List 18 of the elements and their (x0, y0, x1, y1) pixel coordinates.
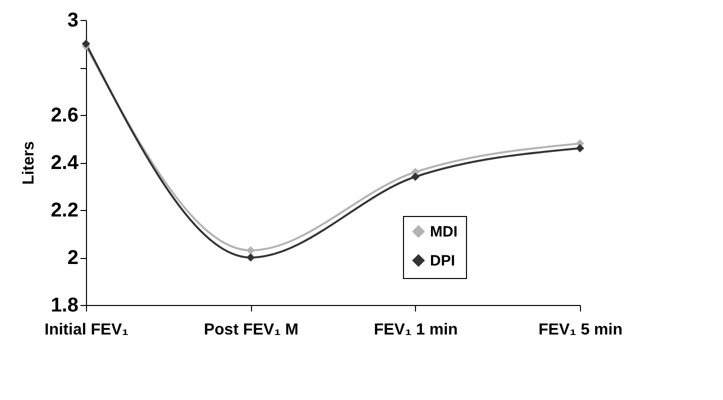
y-tick-label: 2.4 (50, 152, 80, 174)
point (82, 40, 90, 48)
y-tick-label: 1.8 (50, 294, 78, 316)
x-tick-label: Post FEV₁ M (204, 322, 298, 338)
y-tick-label: 3 (67, 10, 78, 32)
point (246, 246, 255, 255)
point (411, 172, 420, 181)
legend-label: DPI (430, 252, 456, 270)
x-tick-label: Initial FEV₁ (44, 322, 129, 338)
y-tick-label: 2 (67, 247, 78, 269)
legend-label: MDI (430, 224, 458, 240)
y-tick-label: 2.2 (50, 200, 78, 222)
point (576, 144, 584, 152)
point (246, 253, 255, 262)
x-tick-label: FEV₁ 1 min (374, 322, 458, 338)
x-tick-label: FEV₁ 5 min (538, 322, 622, 338)
y-axis-title: Liters (20, 141, 38, 185)
y-tick-label: 2.6 (50, 104, 78, 126)
